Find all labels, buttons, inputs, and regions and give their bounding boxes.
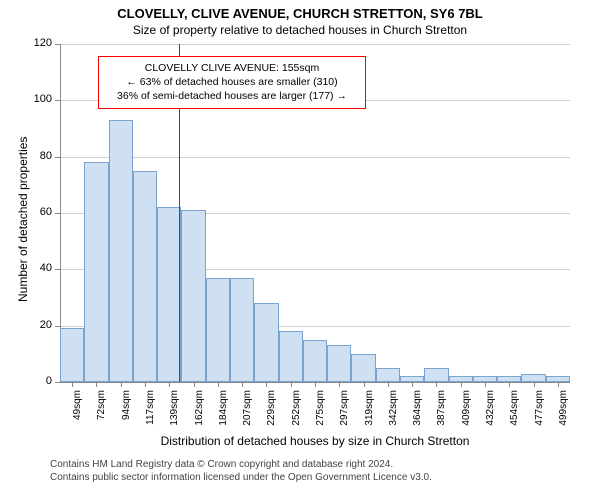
y-tick-label: 60: [22, 206, 52, 218]
chart-subtitle: Size of property relative to detached ho…: [0, 21, 600, 37]
y-tick-label: 120: [22, 37, 52, 49]
histogram-bar: [109, 120, 133, 382]
histogram-bar: [376, 368, 400, 382]
x-tick: [266, 382, 267, 387]
x-tick-label: 139sqm: [169, 390, 180, 430]
x-tick-label: 252sqm: [291, 390, 302, 430]
histogram-bar: [254, 303, 278, 382]
x-tick: [96, 382, 97, 387]
x-tick: [534, 382, 535, 387]
histogram-bar: [133, 171, 157, 382]
x-tick: [291, 382, 292, 387]
x-tick-label: 342sqm: [388, 390, 399, 430]
x-tick: [364, 382, 365, 387]
histogram-bar: [351, 354, 375, 382]
histogram-bar: [230, 278, 254, 382]
gridline: [60, 157, 570, 158]
y-tick-label: 40: [22, 262, 52, 274]
y-tick-label: 20: [22, 319, 52, 331]
chart-container: { "chart": { "type": "histogram", "title…: [0, 0, 600, 500]
x-tick: [461, 382, 462, 387]
gridline: [60, 44, 570, 45]
x-tick-label: 49sqm: [72, 390, 83, 430]
x-tick-label: 94sqm: [121, 390, 132, 430]
histogram-bar: [303, 340, 327, 382]
x-tick-label: 477sqm: [534, 390, 545, 430]
x-tick-label: 162sqm: [194, 390, 205, 430]
x-tick: [388, 382, 389, 387]
x-tick-label: 364sqm: [412, 390, 423, 430]
y-tick-label: 80: [22, 150, 52, 162]
x-tick: [339, 382, 340, 387]
histogram-bar: [424, 368, 448, 382]
y-tick-label: 0: [22, 375, 52, 387]
x-tick-label: 297sqm: [339, 390, 350, 430]
histogram-bar: [279, 331, 303, 382]
x-tick-label: 499sqm: [558, 390, 569, 430]
x-tick-label: 432sqm: [485, 390, 496, 430]
footer-line-2: Contains public sector information licen…: [50, 471, 432, 484]
x-tick: [169, 382, 170, 387]
y-tick-label: 100: [22, 93, 52, 105]
annotation-line-3: 36% of semi-detached houses are larger (…: [105, 89, 359, 103]
x-tick: [145, 382, 146, 387]
footer-attribution: Contains HM Land Registry data © Crown c…: [50, 458, 432, 484]
x-tick: [315, 382, 316, 387]
x-tick: [72, 382, 73, 387]
x-tick-label: 275sqm: [315, 390, 326, 430]
x-tick-label: 72sqm: [96, 390, 107, 430]
x-tick: [194, 382, 195, 387]
x-tick: [436, 382, 437, 387]
x-tick: [218, 382, 219, 387]
x-tick-label: 117sqm: [145, 390, 156, 430]
histogram-bar: [181, 210, 205, 382]
x-tick-label: 184sqm: [218, 390, 229, 430]
x-tick-label: 409sqm: [461, 390, 472, 430]
annotation-line-1: CLOVELLY CLIVE AVENUE: 155sqm: [105, 61, 359, 75]
x-tick: [121, 382, 122, 387]
x-tick: [485, 382, 486, 387]
x-tick-label: 454sqm: [509, 390, 520, 430]
histogram-bar: [206, 278, 230, 382]
histogram-bar: [327, 345, 351, 382]
x-tick: [509, 382, 510, 387]
footer-line-1: Contains HM Land Registry data © Crown c…: [50, 458, 432, 471]
x-axis-label: Distribution of detached houses by size …: [60, 434, 570, 448]
x-tick-label: 319sqm: [364, 390, 375, 430]
annotation-box: CLOVELLY CLIVE AVENUE: 155sqm ← 63% of d…: [98, 56, 366, 109]
x-tick: [558, 382, 559, 387]
x-tick: [242, 382, 243, 387]
chart-title: CLOVELLY, CLIVE AVENUE, CHURCH STRETTON,…: [0, 0, 600, 21]
x-tick-label: 229sqm: [266, 390, 277, 430]
histogram-bar: [60, 328, 84, 382]
histogram-bar: [84, 162, 108, 382]
x-tick: [412, 382, 413, 387]
histogram-bar: [521, 374, 545, 382]
x-tick-label: 387sqm: [436, 390, 447, 430]
x-tick-label: 207sqm: [242, 390, 253, 430]
annotation-line-2: ← 63% of detached houses are smaller (31…: [105, 75, 359, 89]
